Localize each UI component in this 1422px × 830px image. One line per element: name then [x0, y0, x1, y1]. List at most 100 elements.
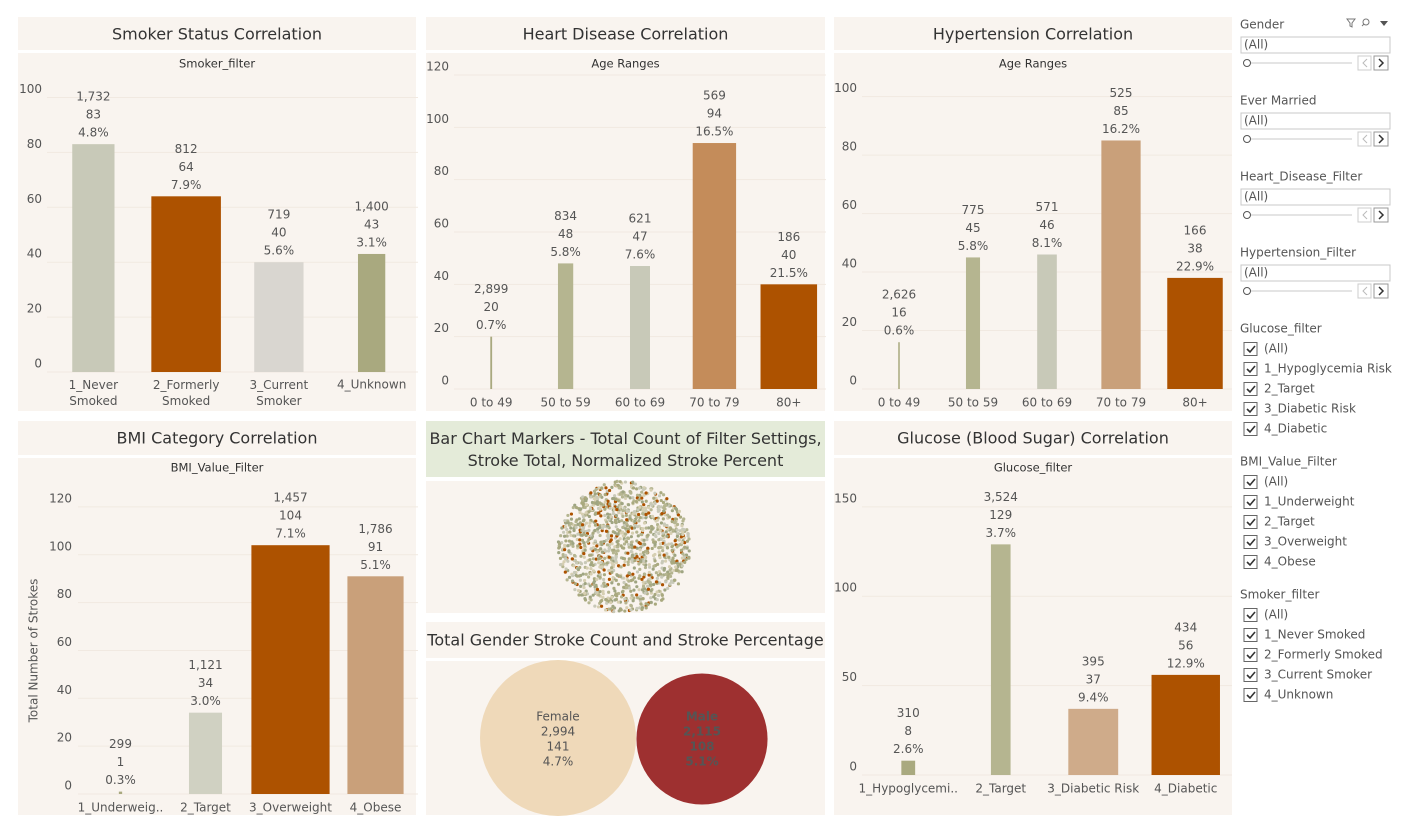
marker-dot — [595, 587, 600, 592]
marker-dot — [620, 519, 624, 523]
marker-dot — [582, 555, 586, 559]
slider-handle[interactable] — [1243, 211, 1251, 219]
count-label: 1,121 — [188, 658, 222, 672]
bar — [1068, 708, 1119, 775]
panel-title-bg — [18, 421, 416, 455]
dropdown[interactable] — [1240, 188, 1391, 206]
marker-dot — [614, 592, 618, 596]
marker-dot — [589, 547, 593, 551]
checkmark — [1246, 365, 1256, 374]
marker-dot — [581, 526, 586, 530]
marker-dot — [673, 553, 677, 557]
panel-title-bg — [18, 17, 416, 50]
checkbox[interactable] — [1243, 495, 1258, 509]
marker-dot — [582, 518, 586, 522]
x-tick-label: 1_Underweig.. — [78, 801, 164, 815]
count-label: 2,626 — [882, 288, 916, 302]
count-label: 3,524 — [984, 490, 1018, 504]
value-label: 8 — [904, 724, 912, 738]
marker-dot — [668, 574, 673, 578]
marker-dot — [641, 596, 645, 601]
checkbox-label[interactable]: (All) — [1264, 342, 1288, 356]
bar — [188, 712, 223, 794]
checkbox[interactable] — [1243, 628, 1258, 642]
marker-dot — [569, 517, 574, 521]
checkbox-label[interactable]: 3_Overweight — [1264, 535, 1347, 549]
marker-dot — [644, 526, 648, 530]
marker-dot — [633, 545, 637, 549]
checkbox[interactable] — [1243, 515, 1258, 529]
slider-handle[interactable] — [1243, 135, 1251, 143]
checkbox[interactable] — [1243, 475, 1258, 489]
dropdown[interactable] — [1240, 112, 1391, 130]
filter-icon[interactable] — [1346, 18, 1356, 28]
checkbox[interactable] — [1243, 535, 1258, 549]
bar — [965, 257, 981, 389]
marker-dot — [677, 509, 682, 513]
count-label: 166 — [1184, 223, 1207, 237]
marker-dot — [623, 597, 627, 601]
marker-dot — [605, 520, 609, 524]
marker-dot — [590, 536, 594, 540]
prev-button[interactable] — [1357, 131, 1372, 147]
checkbox-label[interactable]: 2_Target — [1264, 515, 1315, 529]
checkbox[interactable] — [1243, 362, 1258, 376]
checkbox-label[interactable]: (All) — [1264, 608, 1288, 622]
marker-dot — [642, 503, 646, 507]
prev-button[interactable] — [1357, 207, 1372, 223]
marker-dot — [569, 533, 573, 537]
next-chevron — [1378, 210, 1385, 220]
checkbox[interactable] — [1243, 608, 1258, 622]
next-button[interactable] — [1373, 55, 1389, 71]
checkbox-label[interactable]: 4_Diabetic — [1264, 422, 1327, 436]
checkbox-label[interactable]: 2_Target — [1264, 382, 1315, 396]
checkbox-label[interactable]: 3_Current Smoker — [1264, 668, 1372, 682]
marker-dot — [667, 572, 671, 576]
checkbox-label[interactable]: 1_Underweight — [1264, 495, 1355, 509]
marker-dot — [583, 496, 587, 500]
search-icon[interactable] — [1362, 18, 1370, 26]
next-button[interactable] — [1373, 207, 1389, 223]
prev-button[interactable] — [1357, 283, 1372, 299]
checkbox[interactable] — [1243, 382, 1258, 396]
checkbox-label[interactable]: 2_Formerly Smoked — [1264, 648, 1383, 662]
checkbox-label[interactable]: 1_Never Smoked — [1264, 628, 1365, 642]
prev-button[interactable] — [1357, 55, 1372, 71]
checkbox[interactable] — [1243, 668, 1258, 682]
checkbox[interactable] — [1243, 688, 1258, 702]
slider-handle[interactable] — [1243, 59, 1251, 67]
marker-dot — [565, 534, 569, 538]
dropdown[interactable] — [1240, 36, 1391, 54]
marker-dot — [623, 609, 627, 613]
slider-handle[interactable] — [1243, 287, 1251, 295]
checkbox-label[interactable]: 3_Diabetic Risk — [1264, 402, 1356, 416]
checkbox-label[interactable]: 1_Hypoglycemia Risk — [1264, 362, 1392, 376]
rate-label: 5.8% — [550, 245, 581, 259]
checkbox[interactable] — [1243, 422, 1258, 436]
checkbox-label[interactable]: (All) — [1264, 475, 1288, 489]
next-button[interactable] — [1373, 283, 1389, 299]
checkbox[interactable] — [1243, 402, 1258, 416]
dropdown[interactable] — [1240, 264, 1391, 282]
next-button[interactable] — [1373, 131, 1389, 147]
marker-dot — [582, 541, 586, 545]
marker-dot — [673, 517, 677, 521]
marker-dot — [607, 577, 611, 582]
checkbox-label[interactable]: 4_Obese — [1264, 555, 1316, 569]
marker-dot — [647, 511, 651, 515]
marker-dot — [629, 535, 633, 539]
menu-caret[interactable] — [1380, 21, 1388, 26]
marker-dot — [563, 570, 567, 574]
checkbox[interactable] — [1243, 342, 1258, 356]
marker-dot — [652, 496, 656, 500]
checkbox[interactable] — [1243, 648, 1258, 662]
checkbox[interactable] — [1243, 555, 1258, 569]
marker-dot — [629, 603, 633, 607]
value-label: 16 — [891, 306, 906, 320]
checkbox-label[interactable]: 4_Unknown — [1264, 688, 1333, 702]
marker-dot — [657, 569, 661, 574]
marker-dot — [606, 512, 610, 516]
marker-dot — [601, 592, 605, 596]
marker-dot — [631, 599, 635, 603]
bar — [254, 262, 304, 372]
